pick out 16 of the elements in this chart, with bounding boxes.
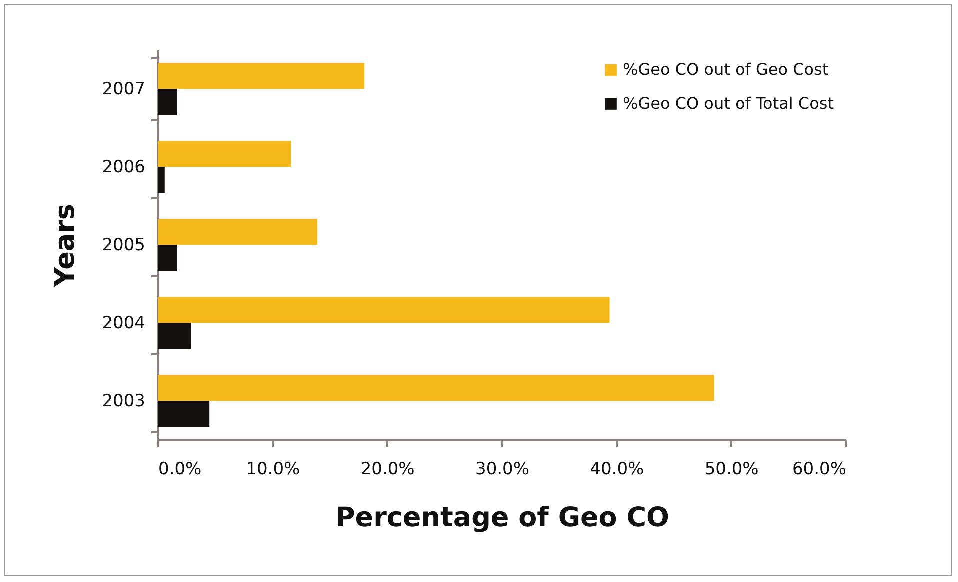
- legend-label: %Geo CO out of Geo Cost: [623, 60, 829, 79]
- legend-label: %Geo CO out of Total Cost: [623, 94, 834, 113]
- x-tick-label: 60.0%: [792, 460, 846, 480]
- y-tick-label: 2005: [102, 236, 146, 256]
- y-tick-label: 2006: [102, 158, 146, 178]
- x-tick-label: 10.0%: [246, 460, 300, 480]
- x-tick-label: 50.0%: [704, 460, 759, 480]
- x-axis-title: Percentage of Geo CO: [335, 502, 670, 534]
- y-tick-label: 2003: [102, 392, 146, 412]
- y-tick-label: 2007: [102, 80, 146, 100]
- x-tick-label: 30.0%: [475, 460, 530, 480]
- y-tick-label: 2004: [102, 314, 146, 334]
- x-tick-label: 20.0%: [360, 460, 415, 480]
- x-tick-label: 40.0%: [590, 460, 644, 480]
- y-axis-title: Years: [50, 204, 82, 288]
- x-tick-label: 0.0%: [158, 460, 202, 480]
